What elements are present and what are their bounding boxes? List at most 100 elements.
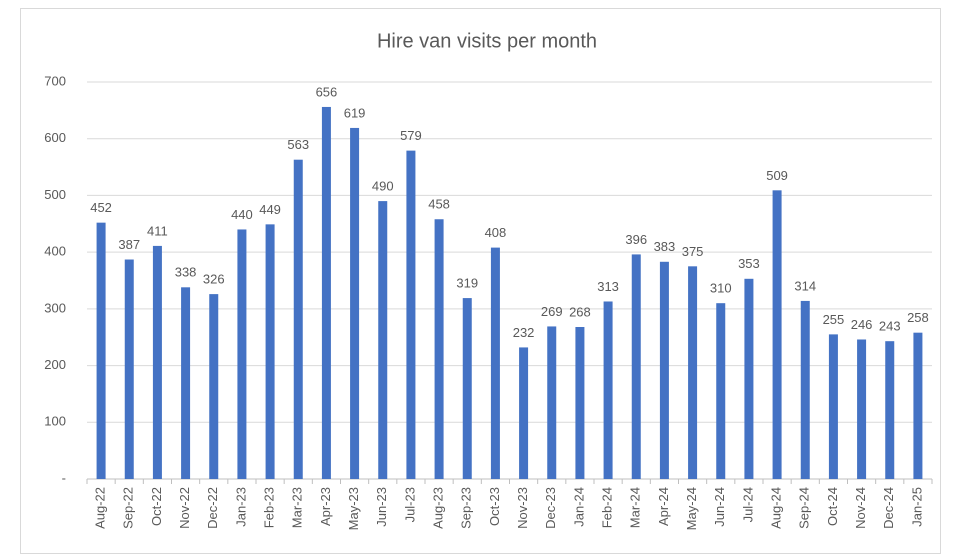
bar	[378, 201, 388, 479]
data-label: 353	[738, 256, 760, 271]
bar	[406, 150, 416, 480]
bar	[350, 127, 360, 479]
y-tick-label: 500	[44, 187, 66, 202]
bar	[659, 261, 669, 479]
bar	[631, 254, 641, 479]
bar	[237, 229, 247, 479]
y-tick-label: 600	[44, 130, 66, 145]
y-tick-label: 400	[44, 244, 66, 259]
data-label: 383	[654, 239, 676, 254]
y-tick-label: -	[62, 470, 66, 485]
data-label: 232	[513, 325, 535, 340]
x-tick-label: Dec-24	[881, 487, 896, 529]
data-label: 338	[175, 265, 197, 280]
x-tick-label: Feb-24	[600, 487, 615, 528]
x-tick-label: Jun-24	[712, 487, 727, 527]
data-label: 656	[316, 84, 338, 99]
bar	[688, 266, 698, 479]
bar	[519, 347, 529, 479]
data-label: 387	[118, 237, 140, 252]
bar	[462, 298, 472, 479]
x-tick-label: Oct-22	[149, 487, 164, 526]
data-label: 258	[907, 310, 929, 325]
bar	[603, 301, 613, 479]
x-tick-label: Aug-23	[431, 487, 446, 529]
bar	[828, 334, 838, 479]
data-label: 313	[597, 279, 619, 294]
x-tick-label: Aug-24	[769, 487, 784, 529]
bar	[96, 222, 106, 479]
bar	[857, 339, 867, 479]
data-label: 310	[710, 281, 732, 296]
data-label: 509	[766, 168, 788, 183]
chart-title: Hire van visits per month	[377, 30, 597, 52]
x-tick-label: Apr-23	[318, 487, 333, 526]
x-tick-label: Nov-23	[515, 487, 530, 529]
x-tick-label: Feb-23	[262, 487, 277, 528]
x-tick-label: Dec-22	[205, 487, 220, 529]
data-label: 314	[794, 278, 816, 293]
chart-border	[20, 8, 941, 554]
x-tick-label: Oct-23	[487, 487, 502, 526]
data-label: 490	[372, 179, 394, 194]
bar	[772, 190, 782, 479]
bar	[209, 294, 219, 479]
bar	[547, 326, 557, 479]
y-tick-label: 700	[44, 73, 66, 88]
x-tick-label: Jan-23	[233, 487, 248, 527]
data-label: 458	[428, 197, 450, 212]
x-tick-label: Sep-22	[121, 487, 136, 529]
data-label: 326	[203, 272, 225, 287]
data-label: 563	[287, 137, 309, 152]
bar	[124, 259, 134, 479]
bar	[716, 303, 726, 479]
data-label: 396	[625, 232, 647, 247]
data-label: 243	[879, 319, 901, 334]
bar	[321, 106, 331, 479]
data-label: 449	[259, 202, 281, 217]
data-label: 375	[682, 244, 704, 259]
data-label: 269	[541, 304, 563, 319]
bar	[885, 341, 895, 479]
bar	[152, 245, 162, 479]
y-tick-label: 200	[44, 357, 66, 372]
data-label: 440	[231, 207, 253, 222]
x-tick-label: Sep-23	[459, 487, 474, 529]
x-tick-label: Jan-25	[909, 487, 924, 527]
data-label: 579	[400, 128, 422, 143]
bar	[293, 159, 303, 479]
bar	[490, 247, 500, 479]
x-tick-label: Mar-24	[628, 487, 643, 528]
data-label: 408	[485, 225, 507, 240]
x-tick-label: Nov-24	[853, 487, 868, 529]
x-tick-label: Apr-24	[656, 487, 671, 526]
x-tick-label: Mar-23	[290, 487, 305, 528]
x-tick-label: Jul-23	[402, 487, 417, 522]
data-label: 452	[90, 200, 112, 215]
y-tick-label: 300	[44, 300, 66, 315]
x-tick-label: Jun-23	[374, 487, 389, 527]
data-label: 319	[456, 276, 478, 291]
bar	[265, 224, 275, 479]
x-tick-label: May-24	[684, 487, 699, 530]
x-tick-label: Aug-22	[93, 487, 108, 529]
x-tick-label: Nov-22	[177, 487, 192, 529]
bar	[181, 287, 191, 479]
bar	[744, 278, 754, 479]
data-label: 246	[851, 317, 873, 332]
x-tick-label: Jan-24	[571, 487, 586, 527]
x-tick-label: Sep-24	[797, 487, 812, 529]
x-tick-label: Jul-24	[740, 487, 755, 522]
bar	[575, 327, 585, 479]
data-label: 411	[147, 223, 168, 238]
data-label: 268	[569, 304, 591, 319]
data-label: 619	[344, 105, 366, 120]
x-tick-label: May-23	[346, 487, 361, 530]
bar	[434, 219, 444, 479]
x-tick-label: Oct-24	[825, 487, 840, 526]
data-label: 255	[823, 312, 845, 327]
y-tick-label: 100	[44, 414, 66, 429]
x-tick-label: Dec-23	[543, 487, 558, 529]
bar	[800, 300, 810, 479]
